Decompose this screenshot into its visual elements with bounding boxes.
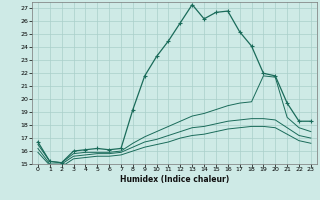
X-axis label: Humidex (Indice chaleur): Humidex (Indice chaleur) <box>120 175 229 184</box>
